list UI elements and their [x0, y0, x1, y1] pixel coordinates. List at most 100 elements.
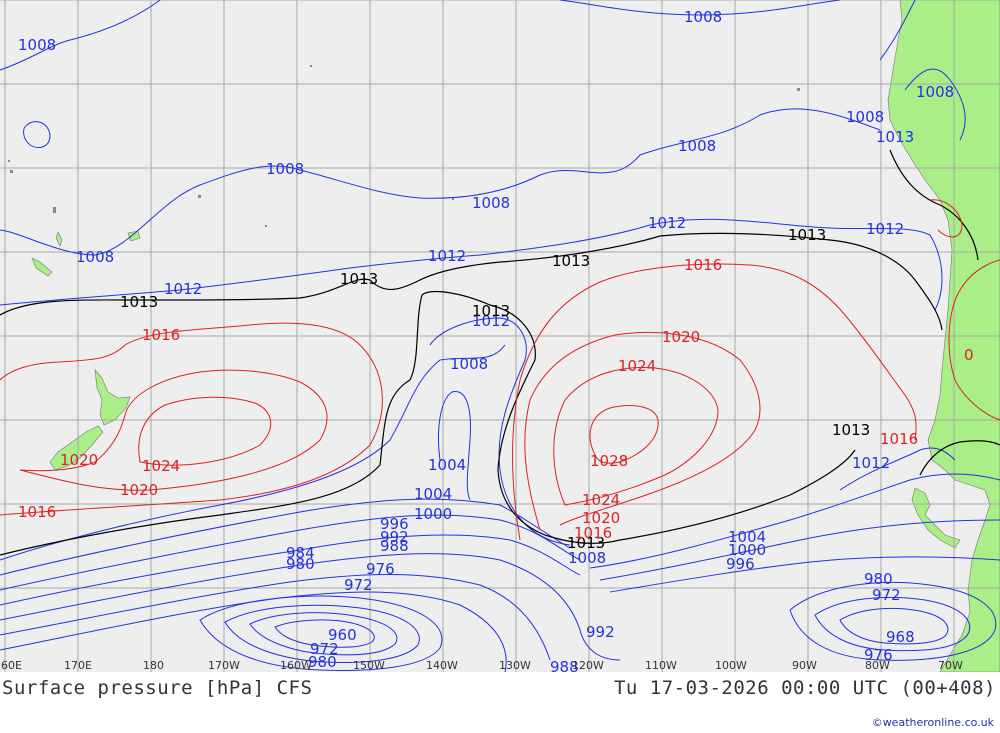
lon-label: 160W — [280, 659, 312, 672]
isobar-label: 1024 — [142, 457, 180, 475]
isobar-1000-east — [599, 519, 1000, 581]
isobar-label: 1000 — [728, 541, 766, 559]
isobars-low — [0, 0, 1000, 672]
lon-label: 70W — [938, 659, 963, 672]
isobar-label: 980 — [864, 570, 893, 588]
isobar-label: 1012 — [648, 214, 686, 232]
isobar-label: 1008 — [684, 8, 722, 26]
isobar-label: 1012 — [472, 312, 510, 330]
isobar-label: 1024 — [582, 491, 620, 509]
isobar-1013-andes — [889, 149, 979, 261]
isobar-label: 972 — [310, 640, 339, 658]
isobar-label: 1008 — [266, 160, 304, 178]
isobar-1004-loop — [438, 391, 471, 501]
isobar-1016-east — [512, 263, 917, 541]
isobar-label: 1013 — [788, 226, 826, 244]
lon-label: 170W — [208, 659, 240, 672]
isobar-1008-east — [839, 447, 956, 491]
isobar-label: 996 — [380, 515, 409, 533]
isobar-1024-west — [138, 396, 272, 466]
isobar-label: 1000 — [414, 505, 452, 523]
lon-label: 100W — [715, 659, 747, 672]
isobar-984 — [0, 591, 507, 672]
isobars-high — [0, 199, 1000, 541]
isobar-1016-west — [0, 322, 383, 516]
isobar-label: 1016 — [574, 524, 612, 542]
isobar-label: 988 — [380, 537, 409, 555]
isobar-label: 1008 — [916, 83, 954, 101]
isobar-label: 1020 — [60, 451, 98, 469]
isobar-1008-north — [0, 0, 161, 71]
isobar-label: 1028 — [590, 452, 628, 470]
isobar-label: 1012 — [852, 454, 890, 472]
isobar-992 — [0, 553, 621, 661]
isobar-1020-west — [19, 369, 328, 491]
isobar-label: 988 — [550, 658, 579, 672]
isobar-1028 — [589, 405, 659, 464]
map-title: Surface pressure [hPa] CFS — [2, 677, 313, 699]
isobar-976-ellipse — [224, 604, 420, 663]
isobar-ring-small — [23, 121, 51, 148]
isobar-label: 1013 — [876, 128, 914, 146]
isobar-996-east — [609, 556, 1000, 593]
isobar-label: 976 — [864, 646, 893, 664]
isobar-label: 1013 — [472, 302, 510, 320]
isobar-1013-north — [0, 232, 943, 331]
isobar-label: 1004 — [414, 485, 452, 503]
isobar-label: 1008 — [76, 248, 114, 266]
lon-label: 120W — [572, 659, 604, 672]
isobar-972-east-ellipse — [814, 596, 971, 652]
isobar-label: 1013 — [832, 421, 870, 439]
isobar-label: 1016 — [684, 256, 722, 274]
island-specks — [8, 65, 800, 227]
isobar-label: 1013 — [552, 252, 590, 270]
isobar-1024-east — [553, 367, 719, 506]
isobar-label: 960 — [328, 626, 357, 644]
vanuatu — [55, 231, 63, 247]
isobar-1008-top — [559, 0, 841, 16]
isobar-label: 1013 — [340, 270, 378, 288]
isobar-label: 1012 — [866, 220, 904, 238]
lon-label: 90W — [792, 659, 817, 672]
isobar-label: 1008 — [568, 549, 606, 567]
valid-time: Tu 17-03-2026 00:00 UTC (00+408) — [613, 677, 996, 699]
isobar-label: 1020 — [582, 509, 620, 527]
isobar-label: 980 — [286, 555, 315, 573]
credit-link[interactable]: ©weatheronline.co.uk — [871, 716, 994, 729]
isobar-label: 1004 — [428, 456, 466, 474]
longitude-labels: 160E 170E 180 170W 160W 150W 140W 130W 1… — [0, 659, 963, 672]
isobar-1008-south — [0, 344, 506, 561]
isobar-label: 972 — [344, 576, 373, 594]
isobar-label: 1008 — [450, 355, 488, 373]
isobar-label: 1008 — [18, 36, 56, 54]
isobar-label: 1016 — [18, 503, 56, 521]
isobar-1008-central — [0, 108, 881, 256]
isobar-996 — [0, 534, 581, 606]
chiloe-islands — [911, 487, 961, 549]
isobar-label: 984 — [286, 544, 315, 562]
isobar-labels: 1008 1008 1008 1008 1008 1008 1008 1008 … — [18, 8, 974, 672]
isobar-label: 1016 — [142, 326, 180, 344]
new-zealand-north-island — [94, 369, 131, 426]
isobar-1020-east — [524, 331, 761, 531]
isobar-label: 1020 — [120, 481, 158, 499]
isobar-label: 1008 — [472, 194, 510, 212]
lon-label: 140W — [426, 659, 458, 672]
isobar-988 — [0, 574, 551, 661]
isobar-label: 992 — [586, 623, 615, 641]
isobar-label: 972 — [872, 586, 901, 604]
isobar-label: 980 — [308, 653, 337, 671]
isobar-1000 — [0, 514, 581, 591]
isobar-label: 992 — [380, 528, 409, 546]
isobar-label: 1012 — [428, 247, 466, 265]
isobar-label: 1016 — [880, 430, 918, 448]
isobar-andes-1008 — [879, 0, 916, 61]
isobar-label: 1024 — [618, 357, 656, 375]
isobar-chile-loop — [948, 259, 1000, 421]
lon-label: 150W — [353, 659, 385, 672]
isobar-1013-chile — [919, 440, 1000, 476]
isobar-968-ellipse — [274, 619, 375, 648]
isobar-label: 1012 — [164, 280, 202, 298]
lon-label: 110W — [645, 659, 677, 672]
isobar-1012 — [0, 218, 943, 311]
